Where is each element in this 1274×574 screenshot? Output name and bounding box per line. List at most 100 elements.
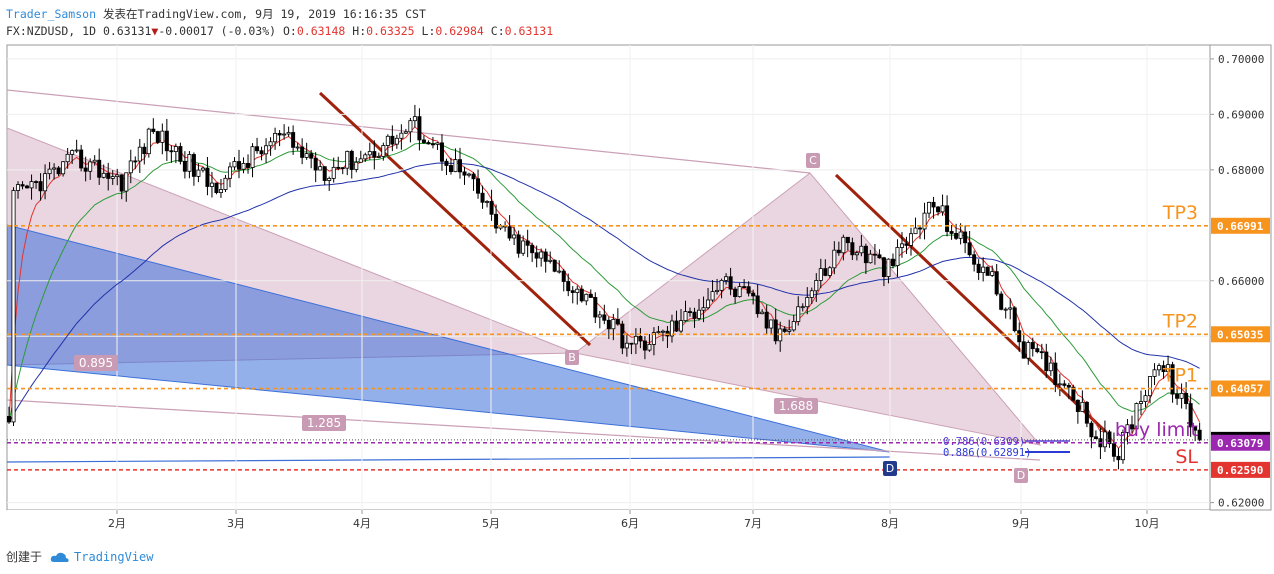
candle	[904, 236, 909, 254]
candle	[642, 336, 647, 360]
candle	[940, 194, 945, 216]
candle	[606, 316, 611, 339]
candle	[809, 287, 814, 305]
candle	[101, 164, 106, 179]
candle	[548, 251, 553, 264]
candle	[976, 259, 981, 280]
candle	[106, 162, 111, 191]
candle	[967, 231, 972, 257]
candle	[552, 259, 557, 273]
candle	[611, 313, 616, 341]
candle	[692, 307, 697, 328]
candle	[913, 217, 918, 235]
candle	[724, 273, 729, 285]
candle	[1120, 429, 1125, 464]
candle	[358, 150, 363, 163]
candle	[1166, 355, 1171, 379]
time-axis[interactable]	[7, 510, 1210, 536]
candle	[196, 163, 201, 183]
candle	[1030, 337, 1035, 357]
candle	[918, 226, 923, 240]
candle	[128, 149, 133, 184]
candle	[47, 162, 52, 180]
candle	[678, 308, 683, 333]
candle	[954, 223, 959, 241]
candle	[394, 134, 399, 149]
candle	[83, 156, 88, 182]
y-tick-label: 0.68000	[1218, 164, 1264, 177]
high-value: 0.63325	[366, 24, 415, 38]
candle	[331, 157, 336, 183]
candle	[385, 134, 390, 156]
fib-0786-label: 0.786(0.6309)	[943, 436, 1025, 448]
candle	[318, 160, 323, 171]
high-label: H:	[352, 24, 367, 38]
candle	[629, 342, 634, 355]
candle	[688, 307, 693, 317]
close-label: C:	[490, 24, 505, 38]
candle	[390, 125, 395, 152]
candle	[164, 118, 169, 161]
svg-text:0.66991: 0.66991	[1217, 220, 1264, 233]
candle	[1170, 361, 1175, 403]
point-d-projection-label: D	[886, 462, 894, 475]
candle	[1129, 415, 1134, 434]
candle	[421, 135, 426, 144]
level-label: SL	[1175, 446, 1198, 468]
candle	[570, 286, 575, 304]
candle	[521, 235, 526, 256]
candle	[250, 143, 255, 178]
candle	[345, 150, 350, 176]
candle	[246, 154, 251, 174]
created-with-label: 创建于	[6, 550, 43, 564]
candle	[823, 259, 828, 277]
x-tick-label: 6月	[621, 517, 639, 530]
candle	[74, 139, 79, 153]
candle	[972, 250, 977, 272]
candle	[746, 281, 751, 297]
level-label: TP1	[1162, 365, 1198, 387]
point-b-label: B	[568, 351, 576, 364]
candle	[543, 248, 548, 273]
author-link[interactable]: Trader_Samson	[6, 7, 97, 21]
candle	[191, 152, 196, 186]
candle	[52, 163, 57, 180]
price-tag: 0.62590	[1211, 461, 1270, 478]
symbol-label[interactable]: FX:NZDUSD, 1D	[6, 24, 97, 38]
candle	[187, 151, 192, 179]
candle	[435, 142, 440, 150]
harmonic-labels: C B D D 0.895 1.285 1.688 0.786(0.6309) …	[74, 153, 1032, 483]
candle	[1116, 448, 1121, 470]
candle	[403, 128, 408, 134]
lower-channel-line	[7, 399, 1041, 461]
candle	[412, 104, 417, 128]
candle	[430, 136, 435, 149]
candle	[850, 237, 855, 260]
candle	[277, 130, 282, 147]
svg-text:0.63079: 0.63079	[1217, 437, 1263, 450]
price-tag: 0.64057	[1211, 380, 1270, 397]
candle	[764, 304, 769, 335]
candle	[65, 148, 70, 169]
candle	[1134, 402, 1139, 433]
trendline-1	[318, 91, 592, 347]
candle	[227, 162, 232, 188]
candle	[268, 137, 273, 156]
candle	[927, 201, 932, 218]
abcd-projection-triangle	[7, 224, 891, 453]
candle	[936, 205, 941, 216]
tradingview-logo-text[interactable]: TradingView	[74, 549, 154, 564]
candle	[1157, 363, 1162, 376]
candle	[327, 176, 332, 191]
candle	[827, 266, 832, 279]
y-tick-label: 0.70000	[1218, 53, 1264, 66]
point-d-label: D	[1017, 469, 1025, 482]
open-value: 0.63148	[296, 24, 346, 38]
y-tick-label: 0.62000	[1218, 497, 1264, 510]
candle	[945, 195, 950, 237]
candle	[814, 273, 819, 302]
candle	[769, 319, 774, 335]
candle	[264, 138, 269, 163]
candle	[255, 137, 260, 154]
